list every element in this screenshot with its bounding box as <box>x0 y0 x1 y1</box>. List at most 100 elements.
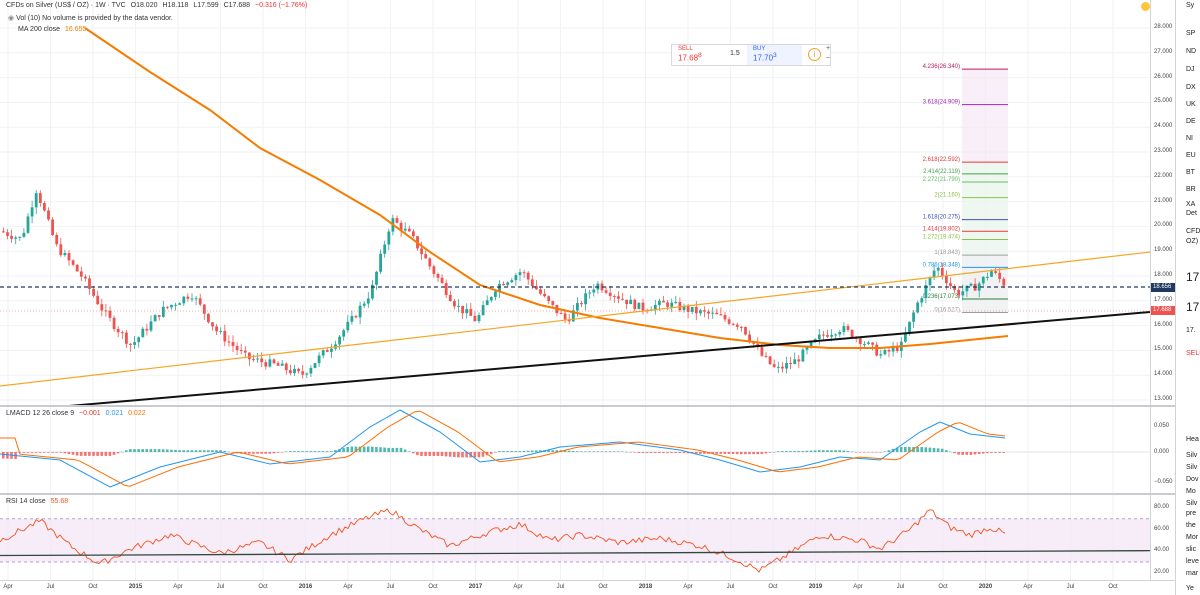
watchlist-item[interactable]: Mo <box>1186 488 1196 495</box>
watchlist-item[interactable]: Det <box>1186 210 1197 217</box>
symbol-title[interactable]: CFDs on Silver (US$ / OZ) · 1W · TVC <box>6 2 126 9</box>
volume-legend[interactable]: ◉ Vol (10) No volume is provided by the … <box>8 14 173 22</box>
candle-body <box>207 313 210 323</box>
time-axis[interactable]: Apr Jul Oct 2015 Apr Jul Oct 2016 Apr Jul Oct 2017 A… <box>0 580 1175 595</box>
eye-icon[interactable]: ◉ <box>8 15 17 22</box>
candle-body <box>981 276 985 284</box>
watchlist-item[interactable]: BR <box>1186 186 1196 193</box>
macd-histogram-bar <box>334 450 337 452</box>
watchlist-item[interactable]: Sy <box>1186 2 1195 9</box>
ma-legend[interactable]: MA 200 close 16.655 <box>18 26 86 33</box>
watchlist-item[interactable]: 17 <box>1186 270 1200 284</box>
macd-histogram-bar <box>571 450 575 452</box>
candle-body <box>211 322 214 327</box>
candle-body <box>481 305 485 315</box>
candle-body <box>957 289 961 296</box>
candle-body <box>694 306 698 314</box>
price-axis[interactable]: 28.000 27.000 26.000 25.000 24.000 23.000 22.0… <box>1150 0 1175 405</box>
rsi-pane[interactable] <box>0 495 1150 580</box>
candle-body <box>969 283 973 286</box>
watchlist-item[interactable]: Silv <box>1186 452 1198 459</box>
macd-histogram-bar <box>412 452 415 454</box>
watchlist-item[interactable]: SP <box>1186 30 1196 37</box>
watchlist-item[interactable]: Silv <box>1186 500 1198 507</box>
macd-histogram-bar <box>47 452 50 453</box>
candle-body <box>850 329 854 338</box>
watchlist-item[interactable]: the <box>1186 522 1196 529</box>
quantity-minus-button[interactable]: − <box>825 55 831 62</box>
macd-legend[interactable]: LMACD 12 26 close 9 −0.001 0.021 0.022 <box>6 410 146 417</box>
quantity-plus-button[interactable]: + <box>825 45 831 52</box>
macd-histogram-bar <box>321 451 325 452</box>
macd-histogram-bar <box>670 452 673 453</box>
watchlist-item[interactable]: 17. <box>1186 327 1196 334</box>
macd-histogram-bar <box>473 452 477 458</box>
watchlist-item[interactable]: OZ) <box>1186 238 1199 245</box>
rsi-legend[interactable]: RSI 14 close 55.68 <box>6 498 68 505</box>
macd-histogram-bar <box>116 452 120 454</box>
alert-icon[interactable] <box>1141 2 1150 11</box>
watchlist-item[interactable]: Ye <box>1186 585 1194 592</box>
watchlist-item[interactable]: NI <box>1186 135 1193 142</box>
watchlist-item[interactable]: pre <box>1186 510 1197 517</box>
watchlist-item[interactable]: SELL <box>1186 350 1200 357</box>
watchlist-item[interactable]: EU <box>1186 152 1196 159</box>
watchlist-item[interactable]: CFD <box>1186 228 1200 235</box>
macd-histogram-bar <box>55 452 58 453</box>
macd-histogram-bar <box>789 451 792 452</box>
macd-histogram-bar <box>272 452 276 454</box>
main-chart-pane[interactable]: 4.236(26.340) 3.618(24.909) 2.618(22.592) 2… <box>0 0 1150 405</box>
candle-body <box>428 258 432 267</box>
watchlist-item[interactable]: 17 <box>1186 300 1200 314</box>
support-trendline <box>68 311 1150 405</box>
watchlist-item[interactable]: UK <box>1186 101 1196 108</box>
watchlist-item[interactable]: DJ <box>1186 66 1195 73</box>
macd-histogram-bar <box>149 449 153 452</box>
macd-chart[interactable] <box>0 407 1150 493</box>
watchlist-item[interactable]: mar <box>1186 570 1199 577</box>
ohlc-open: O18.020 <box>130 2 158 9</box>
watchlist-item[interactable]: slic <box>1186 546 1197 553</box>
pane-separator[interactable] <box>0 405 1175 407</box>
macd-histogram-bar <box>137 449 140 452</box>
macd-axis[interactable]: 0.050 0.000 −0.050 <box>1150 407 1175 493</box>
macd-histogram-bar <box>612 451 616 452</box>
macd-line <box>0 409 1006 488</box>
watchlist-item[interactable]: DX <box>1186 84 1196 91</box>
watchlist-item[interactable]: DE <box>1186 118 1196 125</box>
watchlist-item[interactable]: Dov <box>1186 476 1199 483</box>
macd-histogram-bar <box>977 452 981 454</box>
macd-histogram-bar <box>424 452 427 456</box>
price-chart[interactable]: 4.236(26.340) 3.618(24.909) 2.618(22.592) 2… <box>0 0 1150 405</box>
watchlist-item[interactable]: ND <box>1186 48 1197 55</box>
macd-histogram-bar <box>522 450 526 452</box>
buy-button[interactable]: BUY 17.703 <box>747 45 802 65</box>
candle-body <box>895 347 899 352</box>
macd-histogram-bar <box>625 451 628 453</box>
macd-histogram-bar <box>186 450 190 452</box>
macd-pane[interactable] <box>0 407 1150 493</box>
macd-histogram-bar <box>957 452 960 455</box>
pane-separator-2[interactable] <box>0 493 1175 495</box>
watchlist-item[interactable]: BT <box>1186 169 1195 176</box>
candle-body <box>100 304 104 311</box>
rsi-chart[interactable] <box>0 495 1150 580</box>
candle-body <box>986 276 989 278</box>
watchlist-item[interactable]: Hea <box>1186 436 1199 443</box>
watchlist-item[interactable]: XA <box>1186 201 1196 208</box>
rsi-line <box>0 508 1006 573</box>
candle-body <box>407 228 411 232</box>
info-icon[interactable]: i <box>808 48 821 61</box>
candle-body <box>465 309 469 314</box>
candle-body <box>358 305 362 318</box>
rsi-axis[interactable]: 80.00 60.00 40.00 20.00 <box>1150 495 1175 580</box>
watchlist-item[interactable]: Mor <box>1186 534 1199 541</box>
candle-body <box>276 363 280 366</box>
sell-button[interactable]: SELL 17.688 <box>672 45 727 65</box>
watchlist-item[interactable]: Silv <box>1186 464 1198 471</box>
watchlist-item[interactable]: leve <box>1186 558 1199 565</box>
macd-histogram-bar <box>354 446 358 452</box>
price-tick-label: 24.000 <box>1154 123 1173 130</box>
macd-histogram-bar <box>317 451 321 452</box>
watchlist-panel[interactable]: Sy SP ND DJ DX UK DE NI EU BT BR XA Det CFD OZ) 17 17 17.… <box>1175 0 1200 595</box>
